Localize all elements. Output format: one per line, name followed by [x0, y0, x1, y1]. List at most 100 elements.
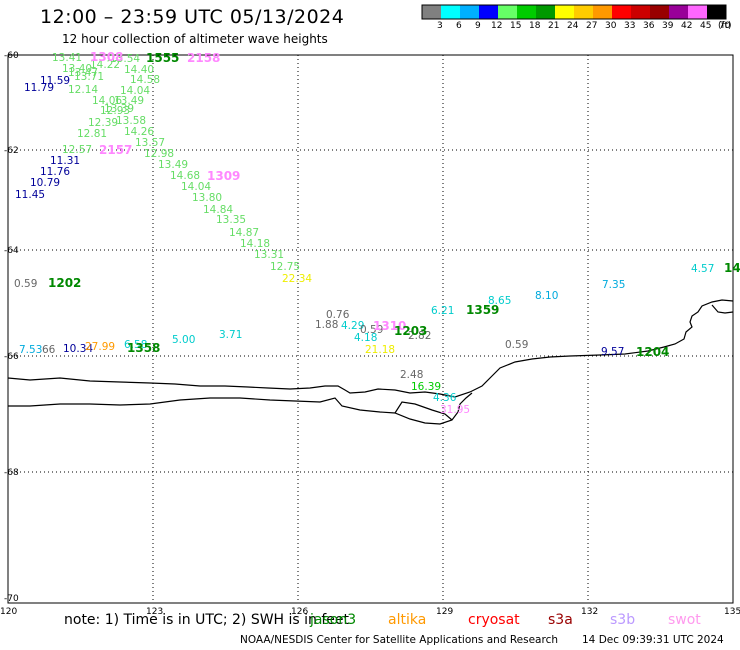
wave-height-label: 12.14 [68, 84, 98, 96]
lon-label: 123 [146, 607, 163, 617]
legend-swatch [669, 5, 688, 19]
map-frame [7, 54, 734, 604]
wave-height-label: 13.40 [62, 63, 92, 75]
wave-height-label: 13.71 [74, 71, 104, 83]
pass-time-label: 1202 [48, 276, 81, 290]
legend-swatch [650, 5, 669, 19]
wave-height-label: 10.79 [30, 177, 60, 189]
wave-height-label: 2.82 [408, 330, 431, 342]
wave-height-label: 13.39 [104, 103, 134, 115]
lon-label: 135 [724, 607, 740, 617]
wave-height-label: 12.81 [77, 128, 107, 140]
legend-tick-label: 33 [624, 21, 636, 31]
legend-tick-label: 21 [548, 21, 560, 31]
legend-tick-label: 27 [586, 21, 598, 31]
lat-label: -70 [4, 594, 19, 604]
wave-height-label: 14.22 [90, 59, 120, 71]
wave-height-label: 14.84 [203, 204, 233, 216]
wave-height-label: 14.06 [92, 95, 122, 107]
coastline [7, 299, 734, 398]
wave-height-label: 14.58 [130, 74, 160, 86]
wave-height-label: 14.04 [120, 85, 150, 97]
wave-height-label: 2.48 [400, 369, 423, 381]
wave-height-label: 13.47 [68, 67, 98, 79]
wave-height-label: 4.18 [354, 332, 377, 344]
wave-height-label: 11.59 [40, 75, 70, 87]
mission-label: s3b [610, 612, 636, 628]
wave-height-label: 14.26 [124, 126, 154, 138]
pass-time-label: 1359 [466, 303, 499, 317]
pass-time-label: 2157 [99, 143, 132, 157]
legend-frame [421, 4, 727, 20]
map-subtitle: 12 hour collection of altimeter wave hei… [62, 32, 328, 46]
legend-swatch [593, 5, 612, 19]
coastline-lower [8, 392, 473, 425]
legend-tick-label: 36 [643, 21, 655, 31]
lon-label: 129 [436, 607, 453, 617]
wave-height-label: 5.00 [172, 334, 195, 346]
pass-time-label: 1203 [394, 324, 427, 338]
legend-tick-label: 3 [437, 21, 443, 31]
pass-time-label: 1310 [373, 319, 406, 333]
wave-height-label: 4.57 [691, 263, 714, 275]
lat-label: -64 [4, 246, 19, 256]
wave-height-label: 1.88 [315, 319, 338, 331]
legend-unit: (ft) [718, 21, 732, 31]
legend-swatch [631, 5, 650, 19]
wave-height-label: 11.76 [40, 166, 70, 178]
map-title: 12:00 – 23:59 UTC 05/13/2024 [40, 6, 345, 28]
legend-tick-label: 9 [475, 21, 481, 31]
pass-time-label: 1358 [127, 341, 160, 355]
legend-swatch [612, 5, 631, 19]
legend-swatch [555, 5, 574, 19]
wave-height-label: 4.36 [433, 392, 457, 404]
wave-height-label: 13.41 [52, 52, 82, 64]
legend-swatch [536, 5, 555, 19]
legend-swatch [707, 5, 726, 19]
mission-label: cryosat [468, 612, 520, 628]
wave-height-label: 7.35 [602, 279, 625, 291]
wave-height-label: 11.79 [24, 82, 54, 94]
wave-height-label: 14.87 [229, 227, 259, 239]
wave-height-label: 13.58 [116, 115, 146, 127]
legend-tick-label: 12 [491, 21, 503, 31]
wave-height-label: 16.39 [411, 381, 441, 393]
wave-height-label: 13.31 [254, 249, 284, 261]
wave-height-label: 12.98 [144, 148, 174, 160]
wave-height-label: 13.49 [114, 95, 144, 107]
wave-height-label: 6.21 [431, 305, 454, 317]
wave-height-label: 31.95 [440, 404, 470, 416]
pass-time-label: 1555 [146, 51, 179, 65]
wave-height-label: 11.31 [50, 155, 80, 167]
wave-height-label: 14.18 [240, 238, 270, 250]
legend-swatch [441, 5, 460, 19]
wave-height-label: 14.04 [181, 181, 211, 193]
wave-height-label: 13.57 [135, 137, 165, 149]
legend-tick-label: 6 [456, 21, 462, 31]
wave-height-label: 0.76 [326, 309, 350, 321]
legend-swatch [574, 5, 593, 19]
wave-height-label: 7.53 [19, 344, 42, 356]
wave-height-label: 9.57 [601, 346, 624, 358]
wave-height-label: 0.59 [14, 278, 37, 290]
legend-tick-label: 24 [567, 21, 579, 31]
wave-height-label: 12.39 [88, 117, 118, 129]
wave-height-label: 8.10 [535, 290, 558, 302]
color-legend [421, 4, 727, 20]
wave-height-label: 4.29 [341, 320, 364, 332]
legend-tick-label: 39 [662, 21, 674, 31]
legend-swatch [688, 5, 707, 19]
pass-time-label: 14 [724, 261, 740, 275]
legend-tick-label: 70 [719, 21, 731, 31]
mission-label: altika [388, 612, 427, 628]
legend-swatch [517, 5, 536, 19]
wave-height-label: 21.18 [365, 344, 395, 356]
footnote: note: 1) Time is in UTC; 2) SWH is in fe… [64, 612, 350, 628]
lon-labels: 120 123 126 129 132 135 [0, 607, 740, 617]
issued-timestamp: 14 Dec 09:39:31 UTC 2024 [582, 634, 724, 646]
lat-label: -68 [4, 468, 19, 478]
wave-height-label: 14.40 [124, 64, 154, 76]
wave-height-label: 10.34 [63, 343, 93, 355]
